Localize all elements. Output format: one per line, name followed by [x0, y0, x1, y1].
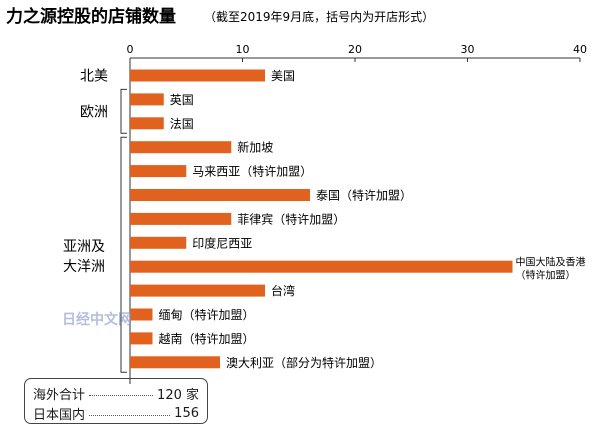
bar-label: 泰国（特许加盟） [316, 188, 412, 203]
bar-label: 中国大陆及香港 [516, 256, 586, 269]
summary-box: 海外合计 120 家 日本国内 156 [24, 378, 208, 424]
bar [130, 260, 513, 273]
overseas-total-value: 120 家 [157, 387, 199, 403]
x-tick-label: 20 [348, 43, 362, 56]
japan-total-row: 日本国内 156 [33, 403, 199, 423]
bar [130, 308, 153, 321]
bar-label: 台湾 [271, 283, 295, 298]
bar [130, 236, 187, 249]
overseas-total-row: 海外合计 120 家 [33, 383, 199, 403]
bar [130, 93, 164, 106]
x-tick-label: 40 [573, 43, 587, 56]
bar [130, 165, 187, 178]
x-tick-label: 0 [127, 43, 134, 56]
bar [130, 69, 265, 82]
bar [130, 189, 310, 201]
region-label-line2: 大洋洲 [63, 259, 105, 275]
japan-total-label: 日本国内 [33, 407, 86, 423]
bar [130, 141, 232, 154]
bar-label: 法国 [170, 117, 194, 131]
dotted-leader [89, 394, 154, 396]
bar-label: 马来西亚（特许加盟） [192, 164, 312, 179]
dotted-leader [89, 414, 171, 416]
bar-label: 印度尼西亚 [192, 235, 252, 250]
bar [130, 117, 164, 130]
region-label: 北美 [80, 69, 108, 85]
bar-label: 新加坡 [237, 140, 273, 155]
x-tick-label: 10 [236, 43, 250, 56]
watermark: 日经中文网 [62, 311, 132, 328]
japan-total-value: 156 [174, 405, 199, 421]
bar-label-note: （特许加盟） [516, 270, 576, 282]
bar-label: 英国 [170, 93, 194, 107]
x-tick-label: 30 [461, 43, 475, 56]
bar-label: 美国 [271, 69, 295, 83]
overseas-total-label: 海外合计 [33, 387, 86, 403]
bar [130, 332, 153, 345]
x-axis: 0 10 20 30 40 [127, 43, 587, 384]
bar [130, 356, 220, 369]
region-bracket [120, 136, 127, 373]
chart-title: 力之源控股的店铺数量 [6, 6, 176, 27]
bar [130, 212, 232, 225]
bar [130, 284, 265, 297]
region-bracket [120, 88, 127, 134]
region-label: 欧洲 [80, 104, 108, 120]
bar-label: 缅甸（特许加盟） [159, 307, 255, 322]
chart-subtitle: （截至2019年9月底，括号内为开店形式） [204, 9, 434, 24]
region-label: 亚洲及 [63, 239, 105, 255]
bar-label: 澳大利亚（部分为特许加盟） [226, 355, 382, 370]
bar-label: 菲律宾（特许加盟） [237, 211, 345, 226]
bar-label: 越南（特许加盟） [159, 331, 255, 346]
